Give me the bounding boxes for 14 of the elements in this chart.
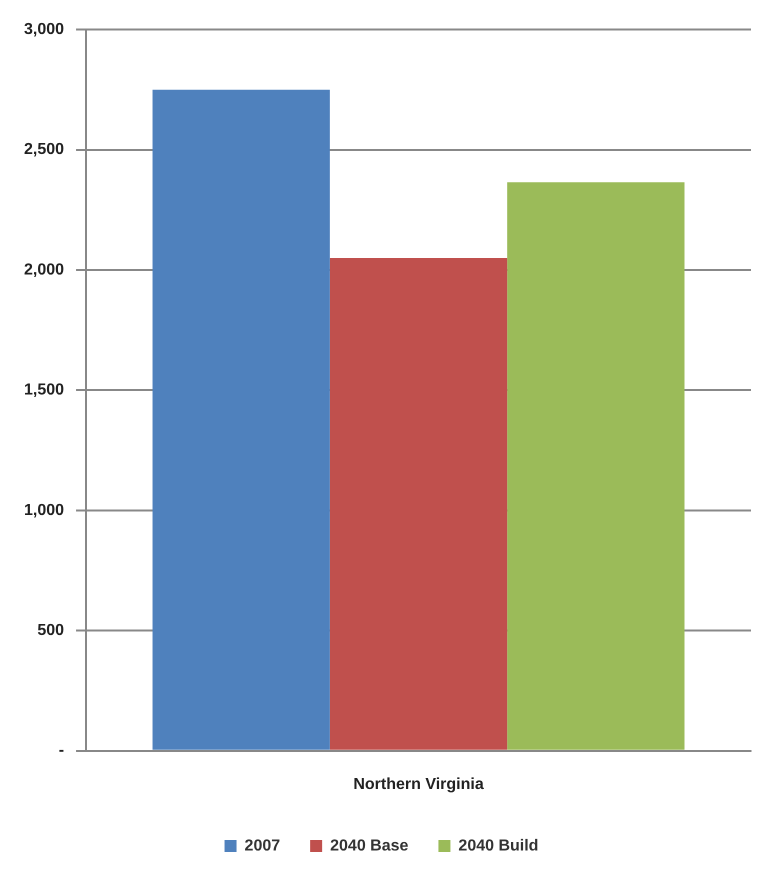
x-tick-label: Northern Virginia [353, 776, 484, 793]
y-tick-label: - [58, 742, 64, 760]
y-tick-label: 1,500 [24, 382, 64, 399]
y-tick-label: 3,000 [24, 21, 64, 38]
legend-label: 2040 Build [458, 837, 538, 854]
bar [507, 182, 685, 750]
y-tick-label: 500 [37, 622, 64, 640]
bar [330, 258, 508, 750]
legend-label: 2040 Base [330, 837, 409, 854]
y-tick-label: 2,500 [24, 141, 64, 158]
y-tick-label: 2,000 [24, 261, 64, 278]
y-tick-label: 1,000 [24, 502, 64, 519]
bar [152, 90, 330, 750]
legend-label: 2007 [244, 837, 280, 854]
